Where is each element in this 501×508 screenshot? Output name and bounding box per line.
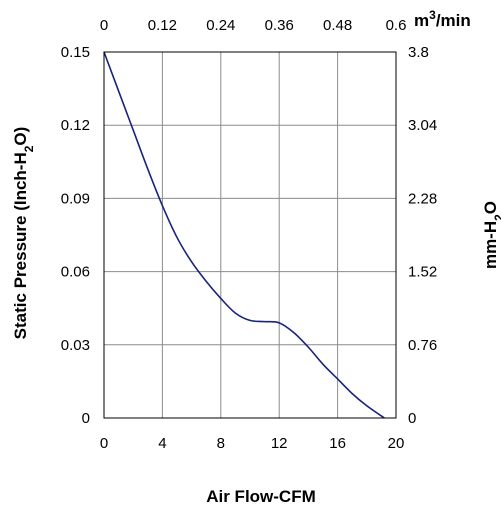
right-y-tick-label: 3.8 <box>408 44 429 61</box>
top-x-tick-label: 0.36 <box>265 17 294 34</box>
top-x-tick-label: 0 <box>100 17 108 34</box>
x-tick-label: 0 <box>100 435 108 452</box>
y-tick-label: 0.06 <box>61 264 90 281</box>
x-tick-label: 8 <box>217 435 225 452</box>
top-x-tick-label: 0.6 <box>386 17 407 34</box>
top-axis-unit: m3/min <box>414 8 471 30</box>
plot-frame <box>103 51 397 419</box>
right-axis-title: mm-H2O <box>481 201 501 269</box>
x-tick-label: 20 <box>388 435 405 452</box>
right-y-tick-label: 3.04 <box>408 117 437 134</box>
y-tick-label: 0.03 <box>61 337 90 354</box>
right-y-tick-label: 2.28 <box>408 190 437 207</box>
x-tick-label: 16 <box>329 435 346 452</box>
top-x-tick-label: 0.48 <box>323 17 352 34</box>
y-tick-label: 0 <box>82 410 90 427</box>
right-y-tick-label: 0.76 <box>408 337 437 354</box>
x-tick-label: 12 <box>271 435 288 452</box>
x-axis-title: Air Flow-CFM <box>206 487 316 506</box>
x-tick-label: 4 <box>158 435 166 452</box>
right-y-tick-label: 1.52 <box>408 264 437 281</box>
y-tick-label: 0.12 <box>61 117 90 134</box>
tick-labels: 0 4 8 12 16 200 0.12 0.24 0.36 0.48 0.600.030.060.… <box>61 17 437 452</box>
top-x-tick-label: 0.24 <box>206 17 235 34</box>
y-tick-label: 0.09 <box>61 190 90 207</box>
top-x-tick-label: 0.12 <box>148 17 177 34</box>
y-axis-title: Static Pressure (Inch-H2O) <box>11 127 36 340</box>
grid <box>104 52 396 418</box>
series-line <box>103 51 385 419</box>
y-tick-label: 0.15 <box>61 44 90 61</box>
right-y-tick-label: 0 <box>408 410 416 427</box>
